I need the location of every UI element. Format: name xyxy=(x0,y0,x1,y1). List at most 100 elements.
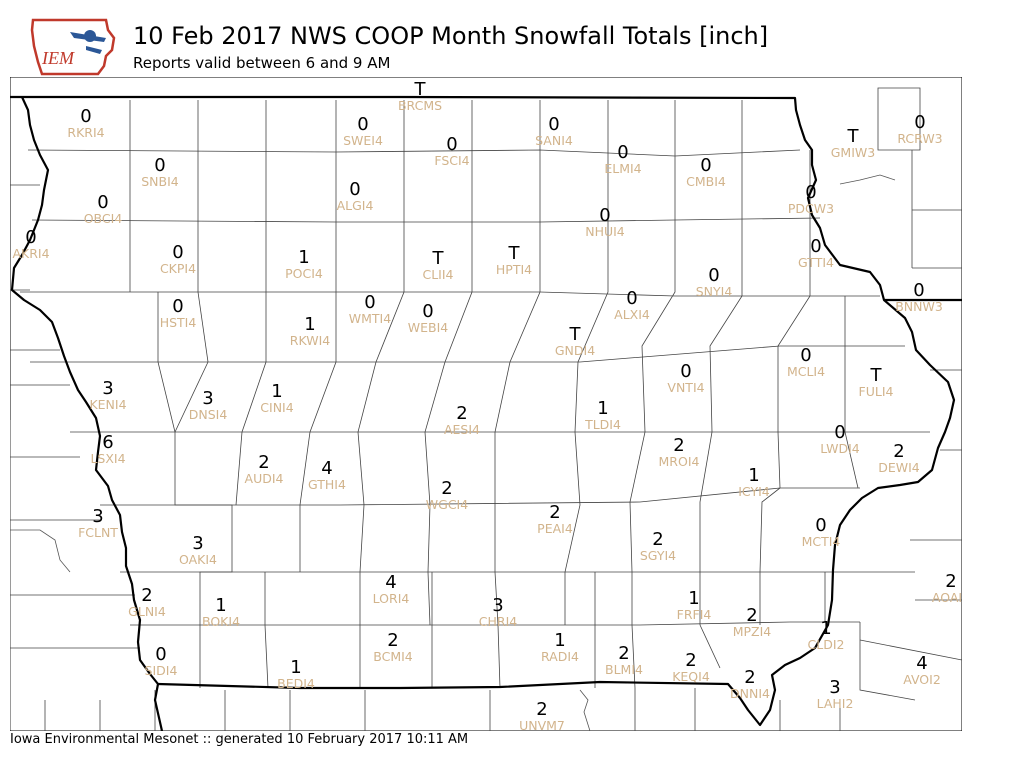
snowfall-value: 0 xyxy=(913,280,924,301)
station-id-label: CHRI4 xyxy=(479,614,517,629)
station-id-label: KENI4 xyxy=(89,397,126,412)
snowfall-value: 4 xyxy=(385,572,396,593)
snowfall-value: 0 xyxy=(617,142,628,163)
snowfall-value: 0 xyxy=(548,114,559,135)
snowfall-value: 0 xyxy=(599,205,610,226)
station-id-label: CKPI4 xyxy=(160,261,196,276)
station-id-label: SGYI4 xyxy=(640,548,676,563)
snowfall-value: 4 xyxy=(916,653,927,674)
station-id-label: GTTI4 xyxy=(798,255,834,270)
station-id-label: SANI4 xyxy=(535,133,573,148)
station-id-label: GNDI4 xyxy=(555,343,595,358)
station-id-label: VNTI4 xyxy=(667,380,704,395)
station-id-label: SIDI4 xyxy=(145,663,178,678)
station-id-label: DNSI4 xyxy=(189,407,228,422)
station-id-label: SNBI4 xyxy=(141,174,179,189)
snowfall-value: 1 xyxy=(290,657,301,678)
snowfall-value: 1 xyxy=(597,398,608,419)
station-id-label: BEDI4 xyxy=(277,676,315,691)
snowfall-value: 0 xyxy=(805,182,816,203)
station-id-label: GTHI4 xyxy=(308,477,346,492)
station-id-label: SWEI4 xyxy=(343,133,383,148)
snowfall-value: T xyxy=(432,248,445,269)
snowfall-value: 2 xyxy=(746,605,757,626)
station-id-label: ALXI4 xyxy=(614,307,650,322)
snowfall-value: 2 xyxy=(536,699,547,720)
snowfall-value: 1 xyxy=(271,381,282,402)
station-id-label: KEQI4 xyxy=(672,669,710,684)
station-id-label: MCTI4 xyxy=(802,534,841,549)
snowfall-value: 0 xyxy=(422,301,433,322)
station-id-label: MROI4 xyxy=(659,454,700,469)
snowfall-value: 0 xyxy=(25,227,36,248)
map-subtitle: Reports valid between 6 and 9 AM xyxy=(133,54,391,72)
iem-logo: IEM xyxy=(30,18,116,76)
snowfall-value: 2 xyxy=(441,478,452,499)
station-id-label: HPTI4 xyxy=(496,262,532,277)
snowfall-value: 0 xyxy=(97,192,108,213)
snowfall-value: 2 xyxy=(673,435,684,456)
station-id-label: LORI4 xyxy=(373,591,410,606)
station-id-label: BCMI4 xyxy=(373,649,413,664)
station-id-label: GLNI4 xyxy=(128,604,166,619)
station-id-label: LWDI4 xyxy=(820,441,859,456)
snowfall-value: 3 xyxy=(92,506,103,527)
snowfall-value: T xyxy=(870,365,883,386)
station-id-label: AVOI2 xyxy=(903,672,941,687)
snowfall-value: T xyxy=(569,324,582,345)
station-id-label: DEWI4 xyxy=(878,460,920,475)
station-id-label: BLMI4 xyxy=(605,662,643,677)
station-id-label: RKRI4 xyxy=(67,125,104,140)
snowfall-value: 0 xyxy=(446,134,457,155)
snowfall-value: 0 xyxy=(800,345,811,366)
station-id-label: AESI4 xyxy=(444,422,480,437)
station-id-label: UNVM7 xyxy=(519,718,565,731)
snowfall-value: 0 xyxy=(700,155,711,176)
snowfall-value: 0 xyxy=(154,155,165,176)
station-id-label: ICYI4 xyxy=(738,484,770,499)
iowa-state-border xyxy=(10,95,962,731)
snowfall-value: 0 xyxy=(349,179,360,200)
snowfall-value: 1 xyxy=(688,588,699,609)
snowfall-value: 0 xyxy=(810,236,821,257)
station-id-label: OBCI4 xyxy=(84,211,123,226)
map-title: 10 Feb 2017 NWS COOP Month Snowfall Tota… xyxy=(133,22,769,50)
station-id-label: MCLI4 xyxy=(787,364,825,379)
